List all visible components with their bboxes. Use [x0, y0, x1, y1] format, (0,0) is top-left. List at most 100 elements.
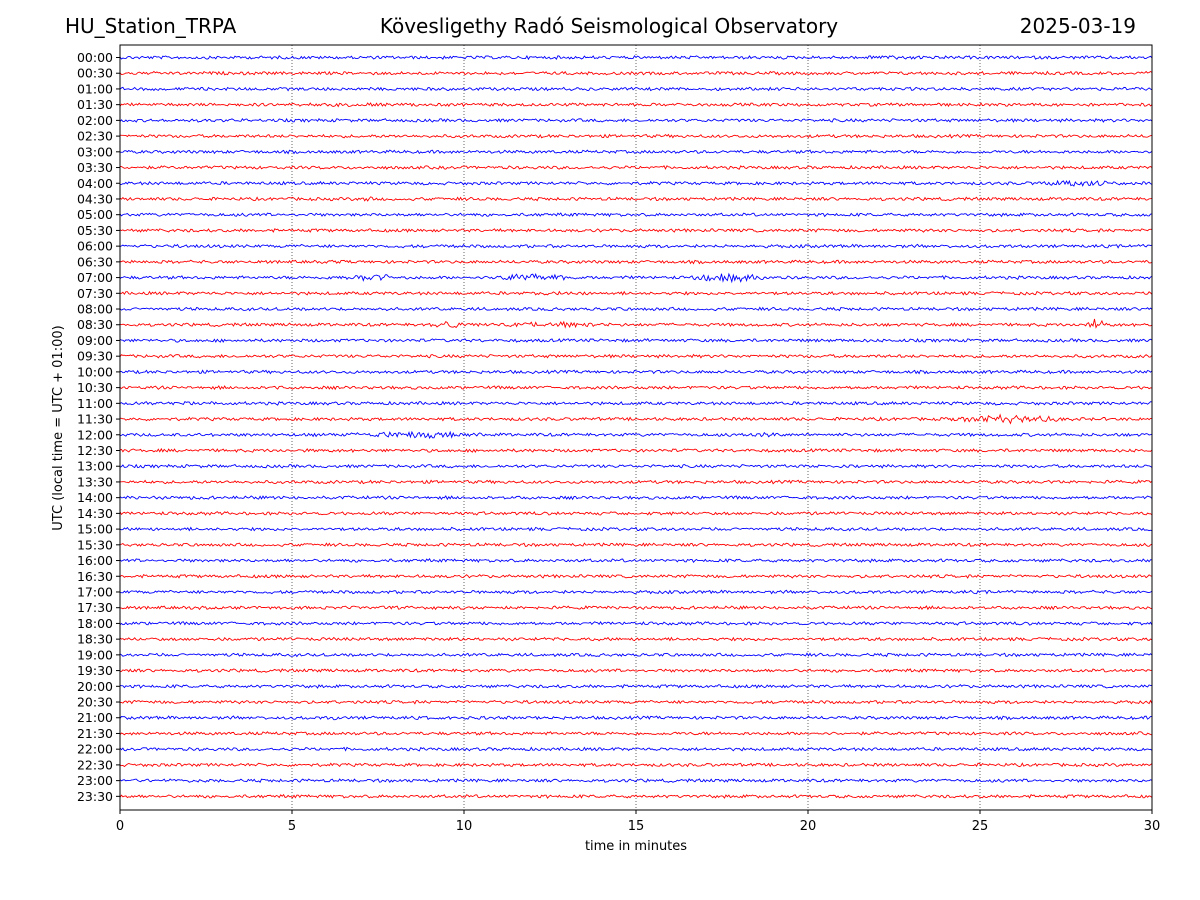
trace-0330: [119, 164, 1153, 170]
y-tick-label: 07:30: [77, 286, 113, 301]
trace-1730: [119, 605, 1153, 611]
trace-1300: [119, 463, 1153, 469]
trace-0430: [119, 196, 1153, 202]
grid-lines: [291, 45, 981, 810]
trace-0000: [119, 54, 1153, 61]
y-tick-label: 06:30: [77, 254, 113, 269]
y-tick-label: 17:00: [77, 584, 113, 599]
y-tick-label: 13:00: [77, 459, 113, 474]
trace-0530: [119, 227, 1153, 234]
trace-0900: [119, 337, 1153, 343]
y-tick-label: 11:00: [77, 396, 113, 411]
y-tick-label: 12:00: [77, 427, 113, 442]
trace-group: [119, 54, 1153, 799]
trace-0800: [119, 306, 1153, 312]
trace-0200: [119, 117, 1153, 123]
y-tick-label: 02:30: [77, 129, 113, 144]
trace-1930: [119, 668, 1153, 674]
y-tick-label: 15:00: [77, 522, 113, 537]
trace-2230: [119, 762, 1153, 768]
y-tick-label: 11:30: [77, 412, 113, 427]
trace-1130: [119, 413, 1153, 425]
x-tick-label: 30: [1144, 819, 1161, 834]
trace-0130: [119, 102, 1153, 108]
trace-1330: [119, 479, 1153, 485]
trace-0600: [119, 243, 1153, 249]
trace-2100: [119, 715, 1153, 721]
trace-0630: [119, 259, 1153, 265]
y-tick-label: 19:30: [77, 663, 113, 678]
trace-0930: [119, 353, 1153, 359]
y-tick-label: 00:00: [77, 50, 113, 65]
y-tick-label: 22:00: [77, 742, 113, 757]
x-tick-label: 15: [628, 819, 645, 834]
y-tick-label: 04:00: [77, 176, 113, 191]
trace-1830: [119, 636, 1153, 642]
y-tick-label: 01:30: [77, 97, 113, 112]
trace-1030: [119, 385, 1153, 391]
x-axis-label: time in minutes: [585, 839, 687, 854]
y-tick-label: 20:30: [77, 695, 113, 710]
y-tick-label: 03:30: [77, 160, 113, 175]
y-axis-label: UTC (local time = UTC + 01:00): [51, 325, 66, 530]
trace-1800: [119, 620, 1153, 626]
y-tick-label: 21:30: [77, 726, 113, 741]
trace-0830: [119, 318, 1153, 329]
y-tick-label: 15:30: [77, 537, 113, 552]
trace-2200: [119, 746, 1153, 752]
y-tick-label: 10:30: [77, 380, 113, 395]
y-tick-label: 12:30: [77, 443, 113, 458]
y-tick-label: 23:00: [77, 773, 113, 788]
trace-0230: [119, 133, 1153, 139]
x-tick-label: 5: [288, 819, 296, 834]
x-tick-label: 20: [800, 819, 817, 834]
trace-1100: [119, 400, 1153, 406]
y-tick-label: 13:30: [77, 474, 113, 489]
y-tick-label: 09:30: [77, 349, 113, 364]
y-tick-label: 05:30: [77, 223, 113, 238]
y-tick-label: 22:30: [77, 757, 113, 772]
trace-1200: [119, 430, 1153, 440]
y-tick-label: 16:30: [77, 569, 113, 584]
trace-1630: [119, 573, 1153, 579]
y-tick-label: 07:00: [77, 270, 113, 285]
trace-2030: [119, 699, 1153, 705]
y-tick-label: 00:30: [77, 66, 113, 81]
y-tick-label: 18:00: [77, 616, 113, 631]
trace-2130: [119, 730, 1153, 736]
trace-1600: [119, 558, 1153, 564]
y-tick-label: 14:30: [77, 506, 113, 521]
trace-0700: [119, 272, 1153, 284]
trace-1530: [119, 542, 1153, 548]
observatory-title: Kövesligethy Radó Seismological Observat…: [379, 14, 839, 38]
x-tick-label: 0: [116, 819, 124, 834]
y-tick-label: 03:00: [77, 144, 113, 159]
y-tick-label: 20:00: [77, 679, 113, 694]
trace-1700: [119, 589, 1153, 595]
y-tick-label: 16:00: [77, 553, 113, 568]
trace-0400: [119, 179, 1153, 187]
y-tick-label: 17:30: [77, 600, 113, 615]
date-label: 2025-03-19: [1019, 14, 1136, 38]
x-tick-label: 10: [456, 819, 473, 834]
y-tick-label: 08:30: [77, 317, 113, 332]
trace-0500: [119, 212, 1153, 218]
x-axis: 0 5 10 15 20 25 30: [116, 810, 1160, 834]
y-tick-label: 06:00: [77, 239, 113, 254]
y-tick-label: 09:00: [77, 333, 113, 348]
y-tick-label: 02:00: [77, 113, 113, 128]
y-tick-label: 14:00: [77, 490, 113, 505]
trace-0300: [119, 149, 1153, 155]
x-tick-label: 25: [972, 819, 989, 834]
trace-1900: [119, 652, 1153, 658]
trace-1430: [119, 510, 1153, 516]
y-tick-label: 10:00: [77, 364, 113, 379]
trace-1230: [119, 447, 1153, 454]
y-axis: 00:0000:3001:0001:3002:0002:3003:0003:30…: [77, 50, 120, 804]
trace-1400: [119, 495, 1153, 501]
y-tick-label: 04:30: [77, 191, 113, 206]
y-tick-label: 01:00: [77, 81, 113, 96]
station-name: HU_Station_TRPA: [65, 14, 237, 38]
trace-2300: [119, 778, 1153, 783]
y-tick-label: 05:00: [77, 207, 113, 222]
